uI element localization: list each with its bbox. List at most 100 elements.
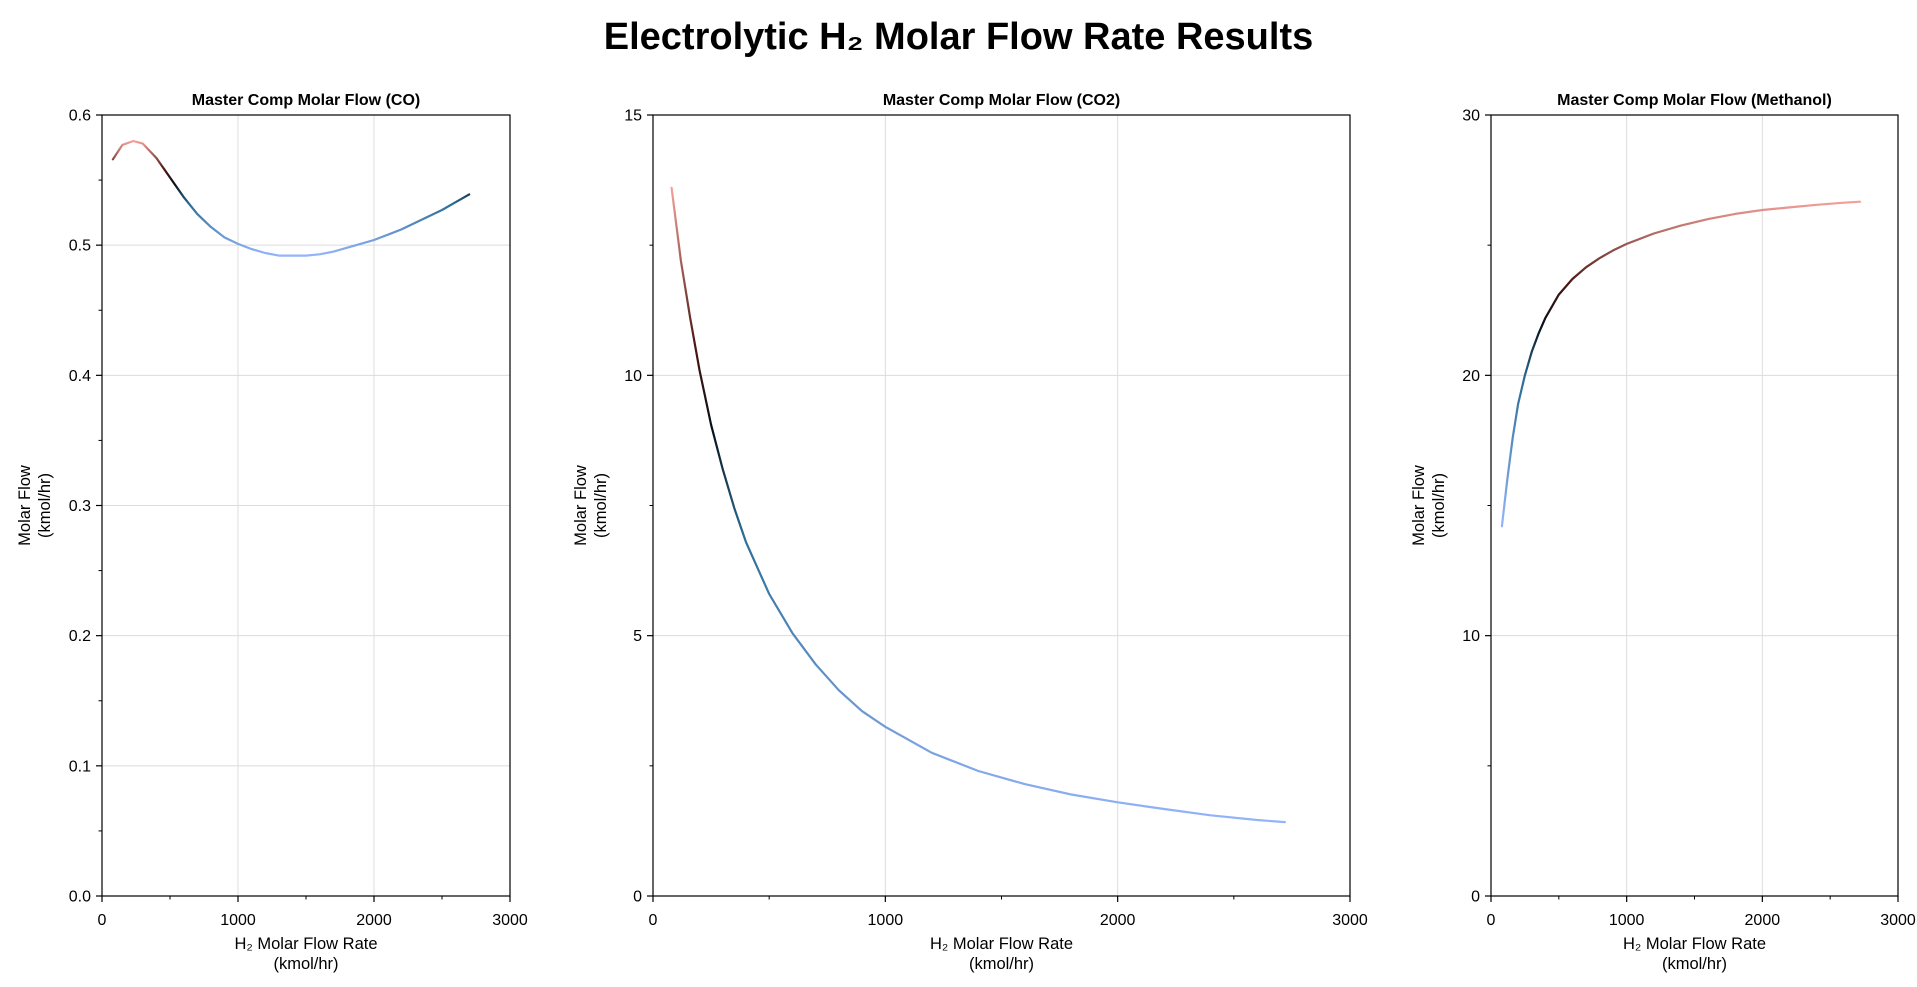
y-tick-label: 0 [1471,889,1480,906]
y-tick-label: 0 [633,889,642,906]
data-point [155,157,157,159]
y-tick-label: 0.0 [69,889,91,906]
data-point [1544,317,1546,319]
y-tick-label: 15 [624,108,642,125]
data-point [1117,801,1119,803]
data-point [1531,351,1533,353]
data-point [1585,266,1587,268]
data-point [264,252,266,254]
x-axis-label: (kmol/hr) [969,955,1034,973]
x-axis-label: (kmol/hr) [1662,955,1727,973]
data-point [1571,278,1573,280]
data-point [1788,206,1790,208]
y-tick-label: 10 [624,368,642,385]
data-point [1707,218,1709,220]
data-point [112,158,114,160]
data-point [931,752,933,754]
y-tick-label: 0.1 [69,758,91,775]
figure-title: Electrolytic H₂ Molar Flow Rate Results [603,16,1314,58]
y-tick-label: 20 [1462,368,1480,385]
data-point [838,689,840,691]
data-point [332,251,334,253]
data-point [733,507,735,509]
data-point [196,213,198,215]
data-point [210,226,212,228]
data-point [1612,249,1614,251]
data-point [455,201,457,203]
y-tick-label: 0.6 [69,108,91,125]
y-axis-label: (kmol/hr) [36,473,54,538]
data-point [1524,374,1526,376]
data-point [373,239,375,241]
data-point [237,243,239,245]
data-point [121,144,123,146]
panel-1: 0 1000 2000 3000 0.0 0.1 0.2 0.3 0.4 0.5 0.6 Master… [16,92,528,973]
data-point [722,468,724,470]
y-axis-label: Molar Flow [16,465,34,546]
data-point [441,209,443,211]
data-point [305,254,307,256]
data-point [1859,201,1861,203]
x-tick-label: 2000 [1745,912,1781,929]
data-point [319,253,321,255]
axes-frame [1490,114,1899,897]
data-point [1501,525,1503,527]
data-point [278,254,280,256]
x-tick-label: 3000 [1880,912,1916,929]
y-tick-label: 0.4 [69,368,91,385]
data-point [1653,232,1655,234]
y-tick-label: 30 [1462,108,1480,125]
x-tick-label: 2000 [356,912,392,929]
data-point [698,369,700,371]
y-axis-label: Molar Flow [572,465,590,546]
data-point [1558,294,1560,296]
data-point [1512,437,1514,439]
data-point [710,424,712,426]
y-axis-label: (kmol/hr) [592,473,610,538]
data-point [468,193,470,195]
series-line [111,139,471,257]
x-axis-label: H₂ Molar Flow Rate [234,935,377,953]
x-tick-label: 1000 [1609,912,1645,929]
data-point [680,260,682,262]
x-tick-label: 2000 [1100,912,1136,929]
x-tick-label: 0 [98,912,107,929]
y-tick-label: 10 [1462,628,1480,645]
data-point [223,236,225,238]
y-tick-label: 5 [633,628,642,645]
data-point [977,770,979,772]
data-point [183,196,185,198]
data-point [1816,204,1818,206]
series-line [670,186,1286,824]
data-point [291,254,293,256]
data-point [387,234,389,236]
data-point [1024,783,1026,785]
data-point [745,541,747,543]
panel-title: Master Comp Molar Flow (CO) [192,92,420,109]
data-point [169,176,171,178]
data-point [359,243,361,245]
data-point [414,222,416,224]
data-point [427,215,429,217]
data-point [884,726,886,728]
data-point [1598,257,1600,259]
data-point [815,663,817,665]
x-axis-label: H₂ Molar Flow Rate [1623,935,1766,953]
panel-title: Master Comp Molar Flow (Methanol) [1557,92,1832,109]
data-point [1070,793,1072,795]
data-point [1256,819,1258,821]
x-tick-label: 1000 [868,912,904,929]
y-axis-label: Molar Flow [1410,465,1428,546]
panel-3: 0 1000 2000 3000 0 10 20 30 Master Comp Molar Fl… [1410,92,1916,973]
data-point [689,317,691,319]
y-axis-label: (kmol/hr) [1430,473,1448,538]
data-point [251,248,253,250]
y-tick-label: 0.3 [69,498,91,515]
y-tick-label: 0.5 [69,238,91,255]
data-point [1680,225,1682,227]
axes-frame [652,114,1351,897]
series-line [1500,200,1862,528]
data-point [1761,209,1763,211]
data-point [1163,808,1165,810]
